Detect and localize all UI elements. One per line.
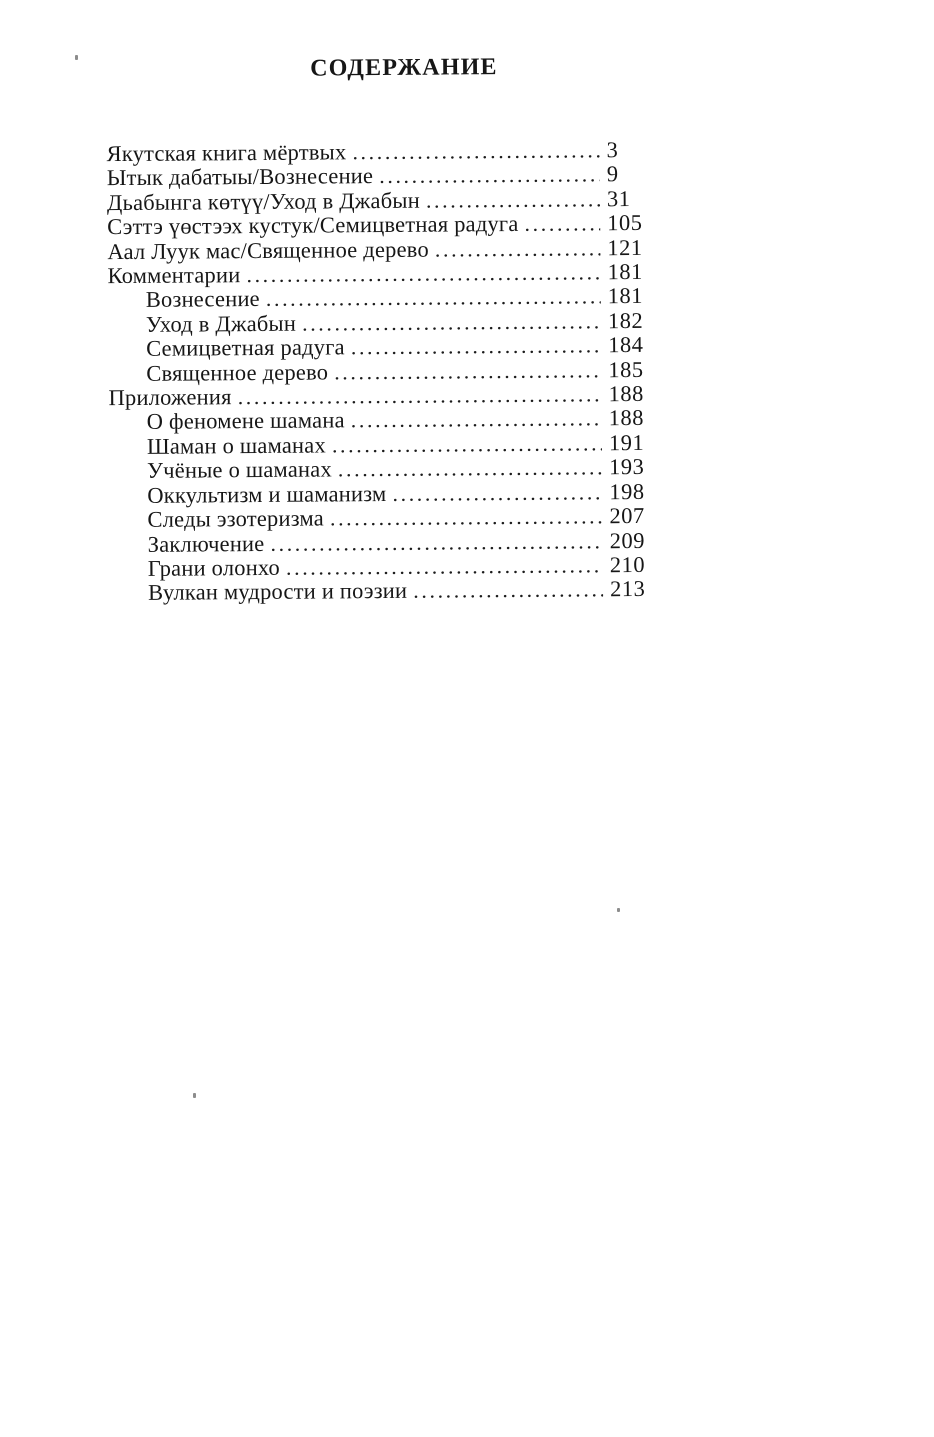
dot-leader: [246, 260, 600, 287]
toc-page-number: 209: [609, 527, 646, 553]
toc-entry-label: Следы эзотеризма: [147, 505, 325, 532]
toc-page-number: 191: [608, 429, 645, 456]
toc-page-number: 207: [609, 503, 645, 529]
dot-leader: [286, 553, 603, 580]
toc-entry-label: Вознесение: [145, 286, 260, 313]
toc-page-number: 105: [607, 210, 643, 236]
toc-entry-label: Шаман о шаманах: [146, 432, 326, 459]
toc-entry-label: Ытык дабатыы/Вознесение: [106, 163, 374, 191]
toc-entry-label: Комментарии: [107, 262, 241, 289]
dot-leader: [270, 529, 602, 556]
dot-leader: [330, 504, 603, 531]
dot-leader: [238, 382, 602, 409]
toc-page-number: 198: [609, 478, 645, 504]
toc-page-number: 181: [607, 258, 643, 285]
toc-page-number: 3: [606, 137, 619, 163]
dot-leader: [338, 456, 602, 482]
toc-entry-label: Священное дерево: [146, 359, 329, 386]
dot-leader: [392, 480, 602, 506]
toc-entry-label: Оккультизм и шаманизм: [147, 480, 387, 508]
dot-leader: [435, 236, 601, 262]
dot-leader: [266, 285, 601, 312]
toc-entry-label: Грани олонхо: [147, 554, 281, 581]
toc-entry-label: Семицветная радуга: [146, 334, 345, 362]
toc-page-number: 182: [607, 307, 644, 334]
toc-page-number: 210: [609, 551, 646, 578]
toc-page-number: 185: [608, 356, 644, 382]
toc-page-number: 121: [607, 234, 643, 260]
toc-page-number: 188: [608, 405, 645, 431]
toc-entry-label: Учёные о шаманах: [147, 456, 332, 484]
scan-speck: [193, 1093, 196, 1098]
toc-entry-label: Вулкан мудрости и поэзии: [147, 578, 408, 606]
dot-leader: [426, 187, 600, 213]
toc-page-number: 213: [609, 576, 646, 602]
toc-page-number: 9: [606, 161, 619, 187]
toc-row: Вулкан мудрости и поэзии 213: [110, 576, 662, 606]
dot-leader: [351, 407, 602, 433]
toc-entry-label: Заключение: [147, 530, 265, 557]
dot-leader: [334, 358, 601, 385]
dot-leader: [524, 212, 600, 237]
dot-leader: [413, 578, 603, 604]
scan-speck: [617, 908, 620, 912]
toc-page-number: 181: [607, 283, 644, 309]
dot-leader: [351, 334, 602, 360]
scan-speck: [75, 55, 78, 60]
toc-list: Якутская книга мёртвых 3 Ытык дабатыы/Возн…: [106, 137, 663, 606]
dot-leader: [302, 309, 601, 336]
table-of-contents: СОДЕРЖАНИЕ Якутская книга мёртвых 3 Ытык д…: [106, 52, 662, 606]
toc-entry-label: О феномене шамана: [146, 407, 345, 435]
toc-entry-label: Якутская книга мёртвых: [106, 139, 347, 167]
toc-entry-label: Сэттэ үөстээх кустук/Семицветная радуга: [107, 211, 519, 240]
toc-page-number: 184: [608, 332, 644, 358]
toc-entry-label: Аал Луук мас/Священное дерево: [107, 236, 429, 264]
toc-entry-label: Приложения: [108, 384, 232, 411]
dot-leader: [352, 138, 599, 164]
dot-leader: [379, 163, 600, 189]
toc-page-number: 188: [608, 381, 644, 407]
toc-page-number: 193: [608, 454, 645, 480]
toc-entry-label: Уход в Джабын: [145, 310, 297, 337]
toc-page-number: 31: [606, 185, 631, 212]
dot-leader: [332, 431, 602, 458]
page-title: СОДЕРЖАНИЕ: [310, 54, 498, 82]
